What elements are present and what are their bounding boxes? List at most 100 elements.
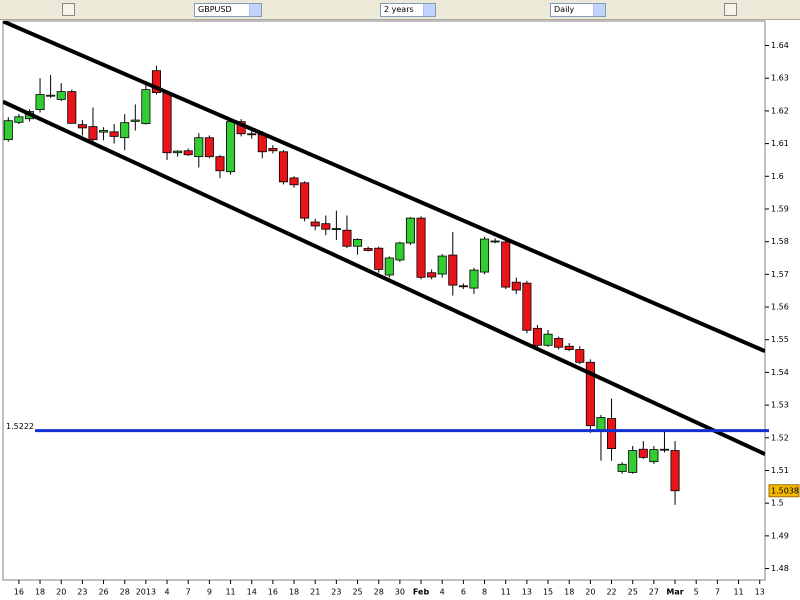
interval-select[interactable]: Daily bbox=[550, 3, 606, 17]
x-tick-label: 13 bbox=[522, 588, 532, 597]
candle-body bbox=[670, 450, 680, 492]
x-tick-label: 4 bbox=[440, 588, 445, 597]
candle-body bbox=[564, 345, 574, 350]
y-tick-label: 1.54 bbox=[771, 368, 789, 377]
candle-body bbox=[585, 361, 595, 427]
candle-body bbox=[14, 116, 24, 123]
y-tick-label: 1.62 bbox=[771, 106, 789, 115]
candle-body bbox=[247, 133, 257, 136]
x-tick-label: 26 bbox=[98, 588, 108, 597]
y-tick-label: 1.6 bbox=[771, 172, 784, 181]
candle-body bbox=[331, 228, 341, 230]
y-tick-label: 1.48 bbox=[771, 564, 789, 573]
interval: Daily bbox=[554, 5, 575, 14]
x-tick-label: 16 bbox=[268, 588, 278, 597]
candle-body bbox=[490, 240, 500, 243]
candle-body bbox=[607, 418, 617, 449]
candle-body bbox=[469, 269, 479, 289]
x-tick-label: 27 bbox=[649, 588, 659, 597]
x-tick-label: 5 bbox=[694, 588, 699, 597]
candle-body bbox=[35, 94, 45, 110]
candle-body bbox=[162, 92, 172, 154]
candle-body bbox=[638, 448, 648, 458]
y-tick-label: 1.58 bbox=[771, 237, 789, 246]
candle-body bbox=[321, 223, 331, 230]
y-tick-label: 1.64 bbox=[771, 41, 789, 50]
candle-body bbox=[480, 238, 490, 273]
symbol: GBPUSD bbox=[198, 5, 232, 14]
candle-body bbox=[289, 177, 299, 186]
candle-body bbox=[77, 124, 87, 129]
y-tick-label: 1.5 bbox=[771, 499, 784, 508]
candle-body bbox=[194, 137, 204, 158]
x-tick-label: Feb bbox=[413, 588, 430, 597]
x-tick-label: 25 bbox=[628, 588, 638, 597]
candle-body bbox=[3, 120, 13, 141]
x-tick-label: 30 bbox=[395, 588, 405, 597]
chart-icon[interactable] bbox=[62, 3, 75, 16]
x-tick-label: 22 bbox=[606, 588, 616, 597]
candle-body bbox=[173, 150, 183, 154]
candle-body bbox=[120, 122, 130, 139]
candle-body bbox=[88, 126, 98, 141]
candle-body bbox=[501, 241, 511, 288]
trend-line bbox=[3, 21, 765, 354]
settings-icon[interactable] bbox=[724, 3, 737, 16]
x-tick-label: 21 bbox=[310, 588, 320, 597]
x-tick-label: 23 bbox=[331, 588, 341, 597]
x-tick-label: 11 bbox=[733, 588, 743, 597]
level-label: 1.5222 bbox=[6, 422, 34, 431]
y-tick-label: 1.55 bbox=[771, 335, 789, 344]
x-tick-label: 7 bbox=[715, 588, 720, 597]
candle-body bbox=[617, 463, 627, 472]
trend-line bbox=[3, 99, 765, 456]
x-tick-label: 18 bbox=[564, 588, 574, 597]
candle-body bbox=[448, 254, 458, 286]
plot bbox=[3, 21, 765, 505]
candle-body bbox=[532, 327, 542, 346]
x-tick-label: 28 bbox=[120, 588, 130, 597]
candle-body bbox=[310, 221, 320, 227]
x-tick-label: 9 bbox=[207, 588, 212, 597]
x-tick-label: 11 bbox=[501, 588, 511, 597]
x-tick-label: 15 bbox=[543, 588, 553, 597]
y-tick-label: 1.49 bbox=[771, 531, 789, 540]
candle-body bbox=[374, 247, 384, 270]
x-tick-label: 28 bbox=[374, 588, 384, 597]
x-tick-label: 6 bbox=[461, 588, 466, 597]
period: 2 years bbox=[384, 5, 414, 14]
candle-body bbox=[46, 94, 56, 97]
candle-body bbox=[649, 449, 659, 463]
x-tick-label: 16 bbox=[14, 588, 24, 597]
candle-body bbox=[659, 448, 669, 451]
x-tick-label: 18 bbox=[289, 588, 299, 597]
candle-body bbox=[130, 119, 140, 122]
x-tick-label: 13 bbox=[755, 588, 765, 597]
symbol-select[interactable]: GBPUSD bbox=[194, 3, 262, 17]
x-tick-label: 25 bbox=[352, 588, 362, 597]
x-tick-label: Mar bbox=[666, 588, 683, 597]
candle-body bbox=[300, 182, 310, 219]
candle-body bbox=[427, 272, 437, 278]
x-tick-label: 8 bbox=[482, 588, 487, 597]
x-tick-label: 20 bbox=[56, 588, 66, 597]
candle-body bbox=[268, 148, 278, 152]
y-tick-label: 1.61 bbox=[771, 139, 789, 148]
candle-body bbox=[416, 217, 426, 278]
y-tick-label: 1.51 bbox=[771, 466, 789, 475]
candle-body bbox=[109, 131, 119, 137]
candle-body bbox=[67, 91, 77, 124]
candle-body bbox=[458, 285, 468, 288]
candle-body bbox=[575, 349, 585, 363]
candle-body bbox=[204, 137, 214, 158]
candle-body bbox=[278, 151, 288, 183]
y-tick-label: 1.52 bbox=[771, 433, 789, 442]
candle-body bbox=[522, 282, 532, 331]
candle-body bbox=[342, 229, 352, 247]
period-select[interactable]: 2 years bbox=[380, 3, 436, 17]
x-tick-label: 7 bbox=[186, 588, 191, 597]
candle-body bbox=[56, 91, 66, 100]
toolbar: GBPUSD 2 years Daily bbox=[0, 0, 800, 20]
